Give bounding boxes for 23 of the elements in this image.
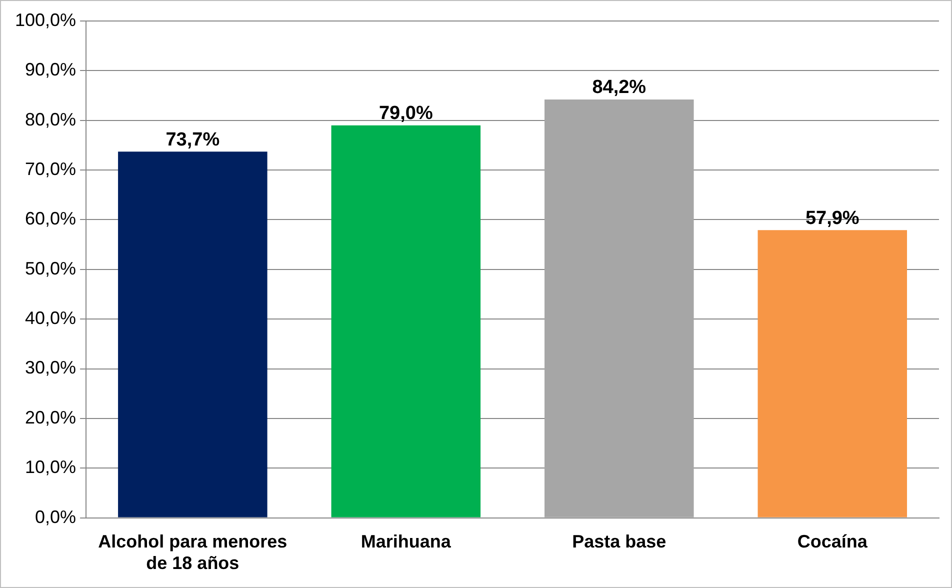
x-tick-label: Marihuana bbox=[360, 532, 452, 552]
bar bbox=[544, 99, 694, 518]
bar bbox=[118, 152, 268, 518]
y-tick-label: 80,0% bbox=[25, 109, 76, 130]
y-tick-label: 60,0% bbox=[25, 208, 76, 229]
y-tick-label: 30,0% bbox=[25, 358, 76, 378]
y-tick-label: 100,0% bbox=[14, 10, 76, 30]
y-tick-label: 40,0% bbox=[25, 308, 76, 328]
y-tick-label: 20,0% bbox=[25, 407, 76, 428]
y-tick-label: 50,0% bbox=[25, 258, 76, 278]
bar bbox=[331, 125, 481, 518]
bar bbox=[758, 230, 908, 518]
y-tick-label: 0,0% bbox=[35, 506, 76, 527]
x-tick-label: Cocaína bbox=[797, 532, 868, 552]
x-tick-label: Pasta base bbox=[572, 532, 666, 552]
y-tick-label: 90,0% bbox=[25, 60, 76, 80]
y-tick-label: 70,0% bbox=[25, 159, 76, 180]
data-label: 57,9% bbox=[805, 208, 860, 229]
data-label: 79,0% bbox=[378, 103, 433, 124]
y-tick-label: 10,0% bbox=[25, 457, 76, 478]
data-label: 84,2% bbox=[592, 77, 646, 98]
x-tick-label: Alcohol para menores de 18 años bbox=[98, 532, 288, 574]
data-label: 73,7% bbox=[166, 129, 220, 150]
